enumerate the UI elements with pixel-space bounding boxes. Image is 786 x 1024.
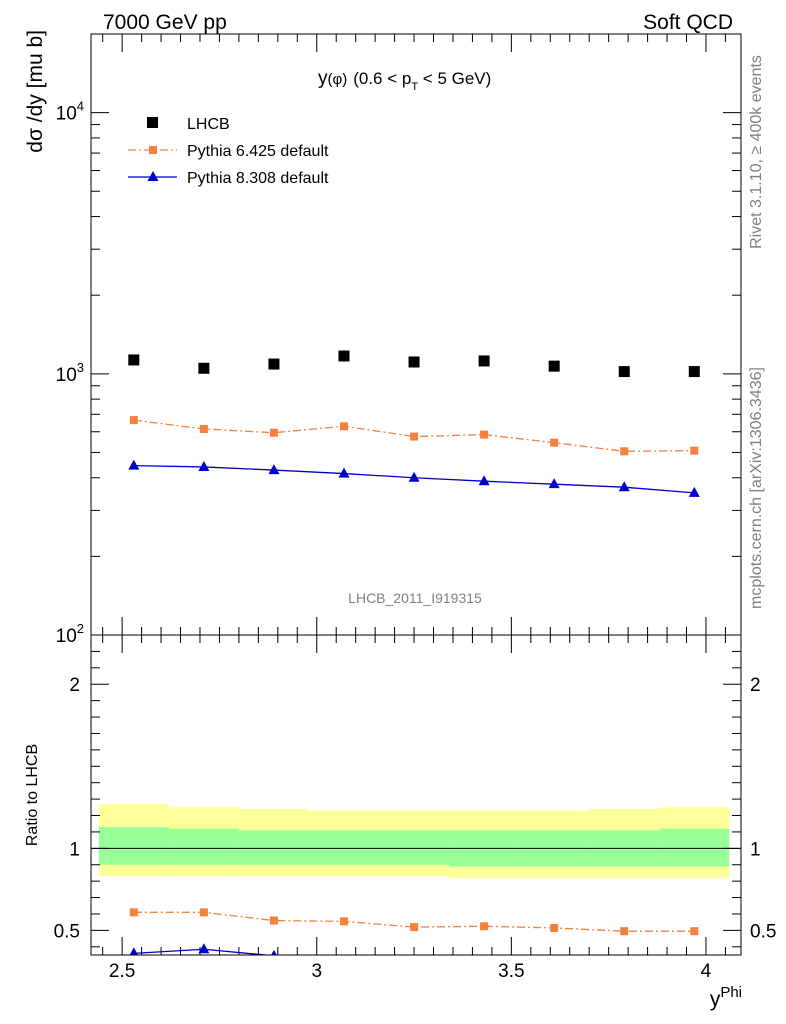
point-lhcb-8: [688, 366, 700, 378]
ratio-ytick-label-right-0: 0.5: [750, 921, 776, 942]
ratio-ytick-label-right-1: 1: [750, 839, 761, 860]
point-lhcb-0: [128, 354, 140, 366]
point-py6-2: [269, 428, 278, 437]
legend-label-py6: Pythia 6.425 default: [187, 143, 329, 160]
point-py8-5: [478, 475, 490, 486]
ratio-point-py6-7: [620, 927, 629, 936]
ratio-series-clipped: [129, 908, 699, 955]
point-lhcb-5: [478, 355, 490, 367]
point-py8-1: [198, 460, 210, 471]
main-ytick-label-0: 102: [56, 621, 84, 647]
ratio-point-py6-2: [269, 916, 278, 925]
ratio-point-py8-2: [271, 949, 277, 955]
ratio-point-py6-8: [690, 927, 699, 936]
series-line-py6: [133, 419, 695, 452]
point-lhcb-2: [268, 358, 280, 370]
main-ylabel: dσ /dy [mu b]: [24, 30, 47, 153]
band-inner-4: [379, 830, 450, 865]
ratio-ticks: [91, 634, 741, 955]
xtick-label-3: 4: [701, 961, 712, 982]
band-inner-2: [238, 830, 309, 865]
point-py6-6: [550, 438, 559, 447]
ratio-point-py6-3: [339, 917, 348, 926]
header-right: Soft QCD: [643, 11, 733, 34]
xtick-label-2: 3.5: [498, 961, 524, 982]
point-py8-8: [688, 486, 700, 497]
main-ytick-label-2: 104: [56, 99, 84, 125]
point-py6-7: [620, 447, 629, 456]
ratio-ytick-label-left-0: 0.5: [54, 921, 80, 942]
plot-title: y(φ) (0.6 < pT < 5 GeV): [318, 68, 491, 93]
point-py6-1: [199, 424, 208, 433]
header-left: 7000 GeV pp: [103, 11, 227, 34]
ratio-point-py6-6: [550, 923, 559, 932]
legend-marker-lhcb: [147, 117, 158, 128]
point-py6-4: [410, 432, 419, 441]
point-lhcb-3: [338, 350, 350, 362]
xtick-label-1: 3: [311, 961, 322, 982]
mcplots-label: mcplots.cern.ch [arXiv:1306.3436]: [748, 367, 765, 609]
point-py8-4: [408, 471, 420, 482]
ratio-point-py8-1: [198, 943, 210, 954]
point-lhcb-7: [618, 366, 630, 378]
ratio-line-py6: [133, 911, 695, 932]
rivet-label: Rivet 3.1.10, ≥ 400k events: [748, 55, 765, 249]
point-py8-7: [618, 481, 630, 492]
ratio-frame: [90, 634, 742, 956]
ratio-ytick-label-left-2: 2: [69, 675, 80, 696]
band-inner-0: [98, 827, 169, 865]
ratio-ylabel: Ratio to LHCB: [24, 744, 41, 846]
point-py8-2: [268, 464, 280, 475]
xtick-label-0: 2.5: [109, 961, 135, 982]
point-lhcb-6: [548, 360, 560, 372]
ratio-point-py6-1: [199, 908, 208, 917]
legend-label-lhcb: LHCB: [187, 116, 230, 133]
x-axis-label: yPhi: [710, 984, 742, 1011]
ratio-ytick-label-left-1: 1: [69, 839, 80, 860]
point-py6-8: [690, 446, 699, 455]
main-ytick-label-1: 103: [56, 360, 84, 386]
band-inner-3: [308, 830, 380, 865]
point-py8-3: [338, 467, 350, 478]
point-py6-0: [129, 416, 138, 425]
tick-labels: 102 103 104 0.5 0.5 1 1 2 2 2.5 3 3.5 4: [54, 99, 777, 982]
ratio-point-py6-5: [480, 922, 489, 931]
point-lhcb-1: [198, 362, 210, 374]
point-lhcb-4: [408, 356, 420, 368]
ratio-point-py6-0: [129, 908, 138, 917]
point-py8-6: [548, 478, 560, 489]
band-inner-8: [659, 828, 730, 867]
ratio-series: [129, 908, 699, 955]
watermark: LHCB_2011_I919315: [348, 590, 482, 606]
point-py8-0: [128, 459, 140, 470]
legend-marker-py6: [149, 146, 157, 154]
legend-label-py8: Pythia 8.308 default: [187, 170, 329, 187]
band-inner-1: [168, 828, 239, 865]
main-series: [128, 350, 700, 497]
point-py6-3: [339, 422, 348, 431]
ratio-point-py8-0: [129, 947, 139, 955]
legend-marker-py8: [147, 171, 159, 181]
ratio-ytick-label-right-2: 2: [750, 675, 761, 696]
ratio-point-py6-4: [410, 923, 419, 932]
point-py6-5: [480, 430, 489, 439]
legend: LHCB Pythia 6.425 default Pythia 8.308 d…: [128, 116, 329, 187]
ratio-bands: [91, 804, 741, 878]
